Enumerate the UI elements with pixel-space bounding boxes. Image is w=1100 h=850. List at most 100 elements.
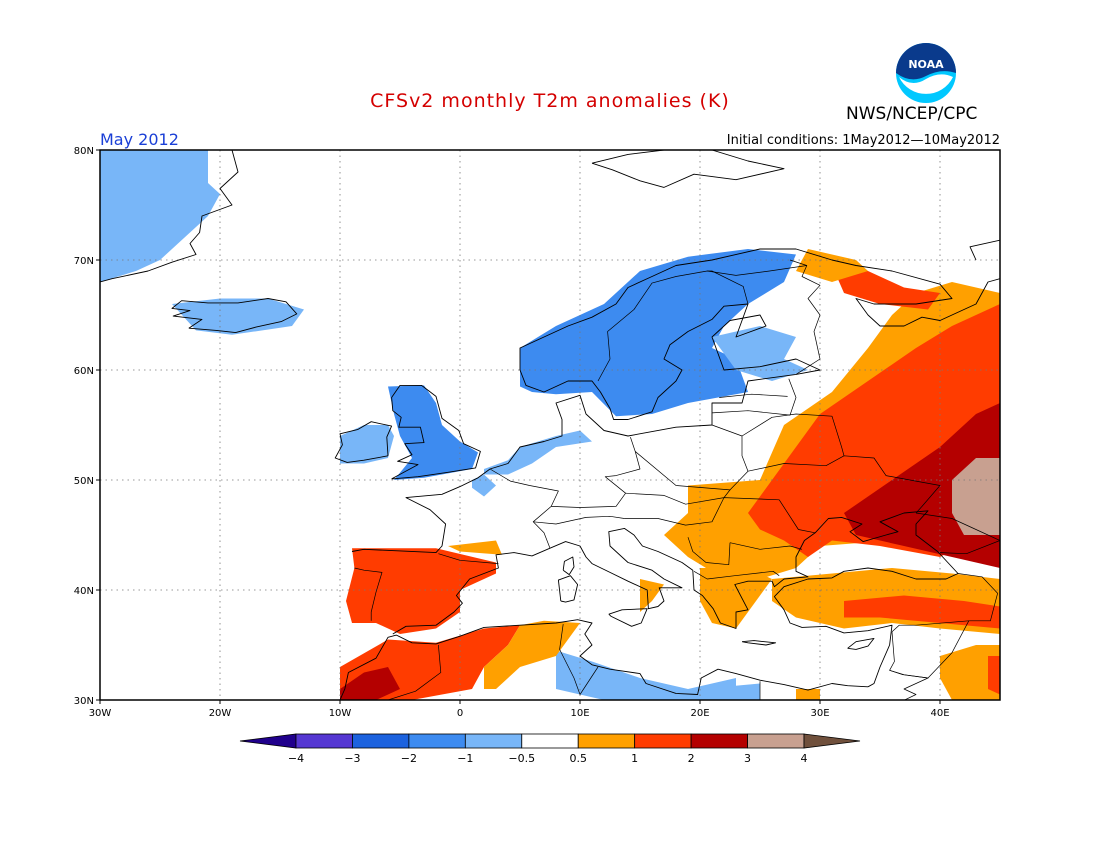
colorbar-label: 0.5 xyxy=(569,752,587,765)
anomaly-region-iberia-warm-edge xyxy=(448,540,502,555)
anomaly-region-italy-warm xyxy=(640,579,664,612)
colorbar-label: −2 xyxy=(401,752,417,765)
coastline-africa-coast xyxy=(339,619,869,700)
anomaly-region-n-africa-cool xyxy=(556,650,736,700)
border-algeria-morocco xyxy=(355,644,442,700)
border-estonia-latvia xyxy=(719,393,788,398)
border-greece-north xyxy=(693,570,780,580)
anomaly-region-greece-warm xyxy=(700,568,772,629)
lat-tick-label: 60N xyxy=(74,366,94,377)
lat-tick-label: 80N xyxy=(74,146,94,157)
noaa-logo: NOAA xyxy=(895,42,957,108)
coastline-europe-coast xyxy=(351,248,1000,554)
lon-tick-label: 40E xyxy=(930,708,949,719)
border-libya-tunisia-algeria xyxy=(559,624,599,695)
anomaly-region-levant-hot xyxy=(988,656,1000,695)
lon-tick-label: 10E xyxy=(570,708,589,719)
colorbar-label: 3 xyxy=(744,752,751,765)
coastline-cyprus-coast xyxy=(847,637,875,650)
coastline-svalbard-coast xyxy=(591,150,785,188)
anomaly-region-levant-warm xyxy=(940,645,1000,700)
colorbar-end-high xyxy=(803,733,861,749)
lon-tick-label: 0 xyxy=(457,708,463,719)
anomaly-region-ireland xyxy=(340,425,394,464)
noaa-logo-text: NOAA xyxy=(908,58,944,71)
colorbar: −4 −3 −2 −1 −0.5 0.5 1 2 3 4 xyxy=(239,733,861,765)
border-france-east xyxy=(489,468,559,549)
colorbar-segment xyxy=(577,733,636,749)
border-balkans xyxy=(624,497,816,534)
anomaly-region-volga-extreme xyxy=(952,458,1000,535)
anomaly-region-kola-warm xyxy=(796,249,868,282)
colorbar-label: 4 xyxy=(801,752,808,765)
border-norway-sweden xyxy=(597,265,807,382)
colorbar-label: −0.5 xyxy=(508,752,535,765)
colorbar-label: −1 xyxy=(457,752,473,765)
anomaly-region-low-countries xyxy=(484,430,592,475)
anomaly-fill-layer xyxy=(100,150,1000,700)
lon-tick-label: 30E xyxy=(810,708,829,719)
coastline-greenland-coast xyxy=(100,150,239,283)
month-label: May 2012 xyxy=(100,130,179,149)
colorbar-segment xyxy=(408,733,466,749)
coastline-novaya-zemlya xyxy=(969,239,1000,261)
anomaly-region-caucasus-warm xyxy=(796,689,820,700)
lon-tick-label: 30W xyxy=(89,708,112,719)
border-finland-russia xyxy=(789,259,821,375)
border-baltics xyxy=(711,378,797,416)
colorbar-segment xyxy=(690,733,748,749)
border-spain-portugal xyxy=(354,567,383,621)
colorbar-segment xyxy=(634,733,692,749)
anomaly-region-arctic-russia xyxy=(832,265,940,310)
border-czech-slovak-hungary xyxy=(625,489,731,505)
anomaly-region-morocco-hot xyxy=(340,667,400,700)
lat-tick-label: 30N xyxy=(74,696,94,707)
border-serbia-south xyxy=(687,537,731,566)
colorbar-label: −3 xyxy=(344,752,360,765)
anomaly-region-n-france xyxy=(472,474,496,497)
lon-tick-label: 20W xyxy=(209,708,232,719)
anomaly-region-britain xyxy=(388,385,478,480)
border-belarus xyxy=(741,413,845,456)
coastline-sicily-coast xyxy=(608,608,648,627)
coastline-med-coast xyxy=(392,510,959,688)
border-pyrenees xyxy=(438,553,499,564)
border-jordan-saudi xyxy=(889,669,929,700)
coastline-iceland-coast xyxy=(171,298,298,334)
chart-title: CFSv2 monthly T2m anomalies (K) xyxy=(370,90,730,112)
colorbar-label: −4 xyxy=(288,752,304,765)
colorbar-segment xyxy=(352,733,410,749)
anomaly-region-algeria-warm xyxy=(484,620,580,689)
colorbar-label: 2 xyxy=(688,752,695,765)
coastline-crete-coast xyxy=(741,640,777,646)
colorbar-label: 1 xyxy=(631,752,638,765)
anomaly-region-scandinavia xyxy=(520,249,796,417)
border-germany-east xyxy=(551,436,641,508)
colorbar-segment xyxy=(464,733,523,749)
org-label: NWS/NCEP/CPC xyxy=(846,104,978,124)
anomaly-region-iceland xyxy=(172,298,304,335)
border-ukraine-west xyxy=(747,455,941,514)
border-caucasus xyxy=(915,512,1000,555)
lat-tick-label: 50N xyxy=(74,476,94,487)
colorbar-end-low xyxy=(239,733,297,749)
anomaly-region-turkey-hot xyxy=(844,595,1000,629)
colorbar-segment xyxy=(521,733,579,749)
border-danube xyxy=(729,542,803,550)
grid-layer xyxy=(100,150,1000,700)
lon-tick-label: 20E xyxy=(690,708,709,719)
anomaly-region-baltic-north xyxy=(712,326,808,381)
map-frame xyxy=(99,149,1001,701)
lon-tick-label: 10W xyxy=(329,708,352,719)
coastline-layer xyxy=(100,150,1000,700)
lat-tick-label: 70N xyxy=(74,256,94,267)
axis-ticks: 30W 20W 10W 0 10E 20E 30E 40E 30N 40N 50N 60N 70N 80N xyxy=(74,146,950,719)
coastline-ireland-coast xyxy=(334,421,393,463)
lat-tick-label: 40N xyxy=(74,586,94,597)
anomaly-region-n-africa-cool2 xyxy=(652,683,760,700)
coastline-sardinia-coast xyxy=(557,575,579,603)
coastline-corsica-coast xyxy=(562,556,575,576)
colorbar-segment xyxy=(747,733,805,749)
border-turkey-east xyxy=(891,573,998,633)
